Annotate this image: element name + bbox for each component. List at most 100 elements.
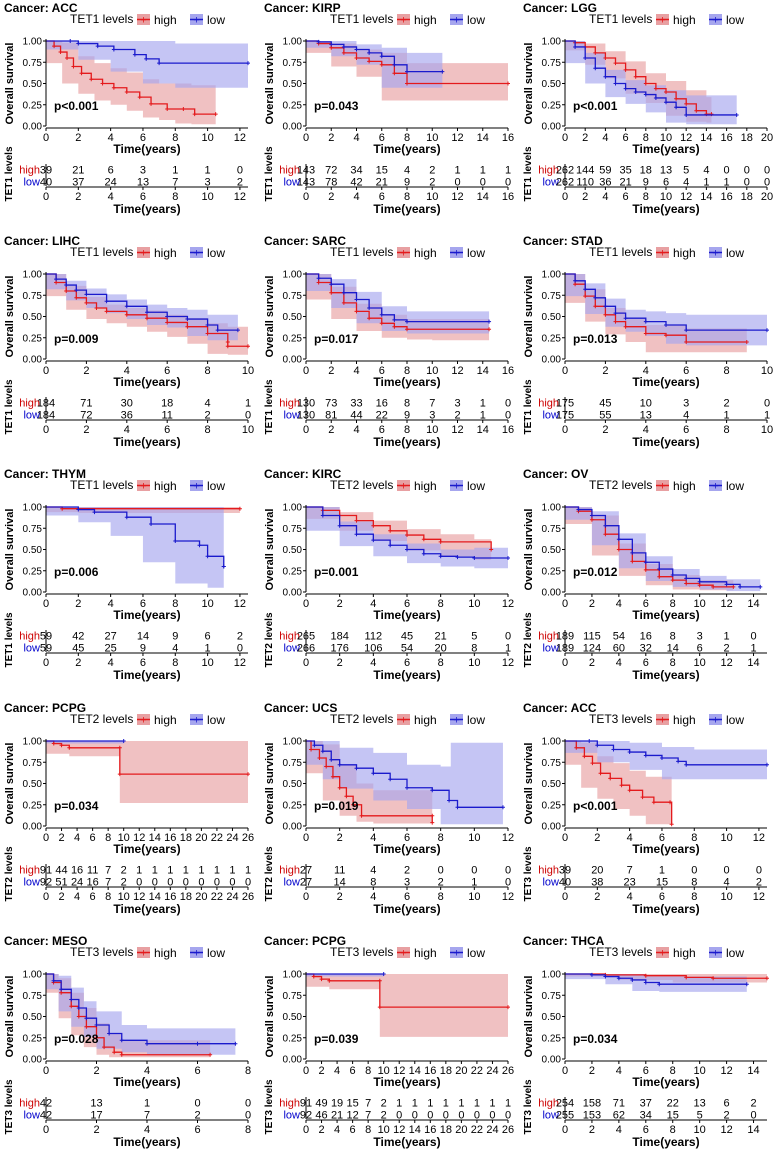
censor-mark-high — [377, 1005, 382, 1010]
x-tick-label: 8 — [438, 832, 444, 844]
risk-count: 2 — [237, 631, 243, 643]
risk-count: 1 — [480, 410, 486, 422]
censor-mark-low — [623, 86, 628, 91]
risk-table-x-tick-label: 6 — [623, 191, 629, 203]
censor-mark-low — [149, 522, 154, 526]
risk-table-x-tick-label: 4 — [74, 891, 80, 903]
x-tick-label: 8 — [365, 1065, 371, 1077]
p-value: p=0.009 — [54, 332, 99, 346]
risk-count: 0 — [229, 877, 235, 889]
censor-mark-low — [76, 41, 81, 46]
censor-mark-high — [367, 316, 372, 321]
confidence-band-high — [565, 741, 672, 825]
risk-count: 60 — [613, 643, 625, 655]
censor-mark-high — [613, 61, 618, 66]
risk-count: 42 — [350, 177, 362, 189]
y-tick-label: 1.00 — [542, 970, 562, 981]
legend-label-low: low — [726, 246, 744, 260]
survival-curve-high — [306, 273, 490, 330]
censor-mark-low — [371, 538, 376, 543]
legend-label-low: low — [207, 246, 225, 260]
risk-row-label-low: low — [23, 643, 40, 655]
censor-mark-low — [215, 328, 220, 333]
risk-table-x-tick-label: 10 — [468, 657, 480, 669]
censor-mark-high — [653, 86, 658, 91]
legend-marker-high: + — [659, 948, 665, 960]
x-tick-label: 6 — [643, 598, 649, 610]
risk-row-label-high: high — [279, 865, 300, 877]
risk-count: 16 — [640, 631, 652, 643]
y-tick-label: 1.00 — [542, 37, 562, 48]
survival-curve-high — [306, 740, 433, 823]
censor-mark-low — [630, 550, 635, 555]
censor-mark-low — [104, 299, 109, 304]
censor-mark-high — [65, 56, 70, 60]
censor-mark-high — [670, 578, 675, 583]
censor-mark-high — [630, 559, 635, 564]
x-tick-label: 6 — [404, 832, 410, 844]
censor-mark-high — [697, 583, 702, 588]
risk-table-x-tick-label: 4 — [353, 191, 359, 203]
risk-table-x-tick-label: 12 — [133, 891, 145, 903]
censor-mark-low — [506, 556, 510, 560]
risk-table-x-tick-label: 2 — [83, 424, 89, 436]
censor-mark-high — [573, 282, 578, 287]
y-tick-label: 0.00 — [542, 1055, 562, 1066]
risk-count: 0 — [194, 1098, 200, 1110]
panel-title: Cancer: ACC — [523, 701, 597, 715]
y-tick-label: 0.50 — [542, 312, 562, 323]
x-axis-title: Time(years) — [113, 842, 180, 856]
legend-label-low: low — [467, 713, 485, 727]
censor-mark-low — [616, 976, 621, 981]
x-tick-label: 0 — [303, 598, 309, 610]
censor-mark-low — [697, 579, 702, 584]
x-tick-label: 2 — [594, 832, 600, 844]
y-tick-label: 0.00 — [283, 588, 303, 599]
censor-mark-high — [112, 1050, 117, 1055]
risk-table-x-tick-label: 10 — [201, 657, 213, 669]
risk-count: 0 — [443, 1110, 449, 1122]
x-tick-label: 8 — [172, 598, 178, 610]
risk-table-x-tick-label: 6 — [164, 424, 170, 436]
censor-mark-high — [64, 289, 69, 293]
censor-mark-high — [165, 107, 170, 111]
censor-mark-high — [664, 90, 668, 94]
censor-mark-high — [684, 975, 689, 980]
y-tick-label: 0.75 — [283, 524, 303, 535]
y-tick-label: 0.00 — [542, 355, 562, 366]
confidence-band-low — [306, 41, 443, 88]
y-tick-label: 0.25 — [23, 800, 43, 811]
censor-mark-low — [205, 323, 210, 327]
risk-row-label-high: high — [538, 631, 559, 643]
censor-mark-low — [643, 92, 648, 97]
censor-mark-low — [664, 100, 668, 105]
x-tick-label: 0 — [303, 365, 309, 377]
risk-table-x-axis-title: Time(years) — [373, 1135, 440, 1149]
risk-count: 9 — [172, 631, 178, 643]
censor-mark-high — [94, 306, 99, 310]
censor-mark-low — [589, 513, 594, 518]
censor-mark-low — [64, 283, 69, 288]
risk-table-x-tick-label: 14 — [747, 1124, 759, 1136]
y-tick-label: 1.00 — [283, 503, 303, 514]
censor-mark-high — [181, 107, 186, 111]
x-tick-label: 24 — [226, 832, 238, 844]
risk-table-x-tick-label: 10 — [468, 891, 480, 903]
censor-mark-high — [430, 820, 435, 825]
risk-count: 0 — [454, 177, 460, 189]
risk-table-x-tick-label: 4 — [370, 891, 376, 903]
risk-table-x-tick-label: 12 — [234, 191, 246, 203]
risk-count: 30 — [121, 398, 133, 410]
legend-title: TET1 levels — [589, 12, 652, 26]
risk-table-x-tick-label: 20 — [195, 891, 207, 903]
censor-mark-high — [351, 802, 356, 807]
risk-table-x-axis-title: Time(years) — [373, 902, 440, 916]
x-tick-label: 12 — [234, 598, 246, 610]
risk-count: 45 — [401, 631, 413, 643]
x-tick-label: 6 — [194, 1065, 200, 1077]
panel-title: Cancer: ACC — [4, 1, 78, 15]
risk-count: 13 — [90, 1098, 102, 1110]
risk-table-x-tick-label: 8 — [172, 191, 178, 203]
confidence-band-low — [565, 741, 767, 780]
